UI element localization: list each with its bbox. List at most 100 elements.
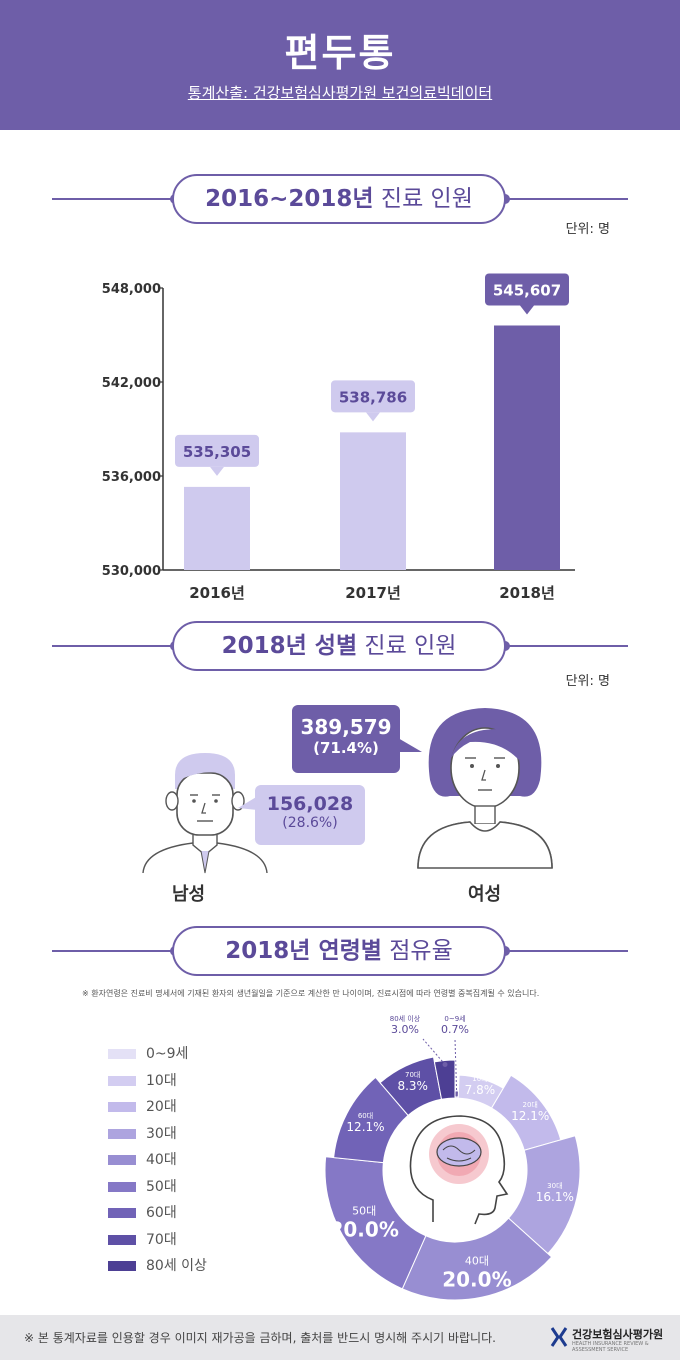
female-figure-icon [417, 708, 553, 869]
slice-category-label: 30대 [547, 1182, 562, 1190]
legend-swatch [108, 1049, 136, 1059]
section1-title: 2016~2018년 진료 인원 [172, 174, 506, 224]
legend-item: 30대 [108, 1123, 177, 1143]
x-tick-label: 2017년 [345, 584, 401, 602]
female-pct: (71.4%) [313, 739, 379, 757]
donut-slice [433, 1059, 456, 1100]
legend-item: 60대 [108, 1202, 177, 1222]
footer-note: ※ 본 통계자료를 인용할 경우 이미지 재가공을 금하며, 출처를 반드시 명… [24, 1331, 496, 1345]
y-tick-label: 542,000 [102, 376, 161, 391]
org-name-en: HEALTH INSURANCE REVIEW & ASSESSMENT SER… [572, 1341, 649, 1353]
donut-slice [324, 1156, 427, 1290]
x-tick-label: 2018년 [499, 584, 555, 602]
brain [436, 1137, 482, 1167]
donut-slice [401, 1217, 553, 1301]
bar [184, 486, 250, 570]
value-bubble-tail [210, 466, 224, 476]
male-label: 남성 [172, 884, 206, 905]
legend-item: 10대 [108, 1070, 177, 1090]
value-bubble [175, 434, 259, 467]
leader-line [454, 1038, 458, 1095]
slice-category-label: 20대 [523, 1101, 538, 1109]
legend-label: 30대 [146, 1125, 177, 1142]
male-figure-icon [142, 753, 268, 874]
female-count: 389,579 [300, 715, 392, 739]
donut-slice [333, 1076, 409, 1164]
page-title: 편두통 [284, 31, 396, 75]
x-tick-label: 2016년 [189, 584, 245, 602]
bar [494, 325, 560, 570]
value-bubble-tail [520, 305, 534, 315]
org-name: 건강보험심사평가원 [572, 1328, 664, 1341]
legend-label: 40대 [146, 1152, 177, 1168]
y-tick-label: 548,000 [102, 282, 161, 297]
value-bubble [331, 380, 415, 413]
slice-category-label: 70대 [405, 1071, 420, 1079]
legend-label: 60대 [146, 1205, 177, 1221]
age-note: ※ 환자연령은 진료비 명세서에 기재된 환자의 생년월일을 기준으로 계산한 … [82, 989, 540, 998]
female-count-bubble: 389,579 (71.4%) [292, 705, 400, 773]
male-count: 156,028 [266, 793, 354, 815]
slice-value-label: 12.1% [511, 1109, 549, 1123]
legend-swatch [108, 1261, 136, 1271]
slice-value-label: 0.7% [441, 1023, 469, 1036]
legend-item: 40대 [108, 1149, 177, 1169]
legend-label: 50대 [146, 1178, 177, 1195]
section2-unit: 단위: 명 [565, 674, 610, 689]
slice-value-label: 12.1% [346, 1120, 384, 1134]
bar-chart: 530,000 536,000 542,000 548,000 2016년 535,305… [102, 273, 575, 602]
legend-swatch [108, 1208, 136, 1218]
legend-item: 50대 [108, 1176, 177, 1196]
bar [340, 432, 406, 570]
legend-item: 0~9세 [108, 1043, 188, 1063]
legend-swatch [108, 1181, 136, 1192]
legend-item: 70대 [108, 1229, 177, 1249]
slice-value-label: 8.3% [397, 1079, 428, 1093]
legend-label: 10대 [146, 1072, 177, 1089]
slice-category-label: 0~9세 [444, 1014, 465, 1023]
male-bubble-tail [238, 796, 258, 810]
legend-swatch [108, 1128, 136, 1139]
section3-title: 2018년 연령별 점유율 [172, 926, 506, 976]
footer: ※ 본 통계자료를 인용할 경우 이미지 재가공을 금하며, 출처를 반드시 명… [0, 1315, 680, 1360]
head-brain-icon [409, 1115, 509, 1225]
slice-value-label: 7.8% [465, 1083, 496, 1097]
male-pct: (28.6%) [282, 815, 338, 831]
y-tick-label: 530,000 [102, 564, 161, 579]
section2-title: 2018년 성별 진료 인원 [172, 621, 506, 671]
leader-line [422, 1038, 446, 1065]
data-label: 538,786 [339, 388, 407, 406]
slice-value-label: 16.1% [536, 1190, 574, 1204]
value-bubble-tail [366, 412, 380, 422]
legend-item: 20대 [108, 1096, 177, 1116]
slice-value-label: 20.0% [329, 1218, 398, 1242]
legend-swatch [108, 1075, 136, 1086]
slice-category-label: 40대 [465, 1255, 489, 1268]
legend-label: 0~9세 [146, 1046, 189, 1062]
brain-folds [442, 1145, 476, 1162]
legend-label: 20대 [146, 1099, 177, 1115]
legend-label: 70대 [146, 1231, 177, 1248]
slice-value-label: 3.0% [391, 1023, 419, 1036]
female-bubble-tail [398, 738, 422, 752]
section1-unit: 단위: 명 [565, 222, 610, 237]
female-label: 여성 [468, 884, 502, 905]
slice-category-label: 80세 이상 [390, 1014, 421, 1023]
org-logo-icon [550, 1327, 568, 1347]
legend-swatch [108, 1102, 136, 1112]
legend-label: 80세 이상 [146, 1258, 207, 1274]
source-note: 통계산출: 건강보험심사평가원 보건의료빅데이터 [187, 84, 493, 102]
legend-swatch [108, 1234, 136, 1245]
slice-category-label: 10대 [472, 1075, 487, 1083]
slice-category-label: 50대 [352, 1205, 376, 1218]
age-donut-chart: 0~9세0.7%10대7.8%20대12.1%30대16.1%40대20.0%5… [324, 1014, 581, 1301]
slice-value-label: 20.0% [442, 1268, 511, 1292]
value-bubble [485, 273, 569, 306]
data-label: 545,607 [493, 281, 561, 299]
header-banner: 편두통 통계산출: 건강보험심사평가원 보건의료빅데이터 [0, 0, 680, 130]
y-tick-label: 536,000 [102, 470, 161, 485]
data-label: 535,305 [183, 443, 251, 461]
legend-item: 80세 이상 [108, 1255, 207, 1275]
male-count-bubble: 156,028 (28.6%) [255, 785, 365, 845]
slice-category-label: 60대 [358, 1112, 373, 1120]
